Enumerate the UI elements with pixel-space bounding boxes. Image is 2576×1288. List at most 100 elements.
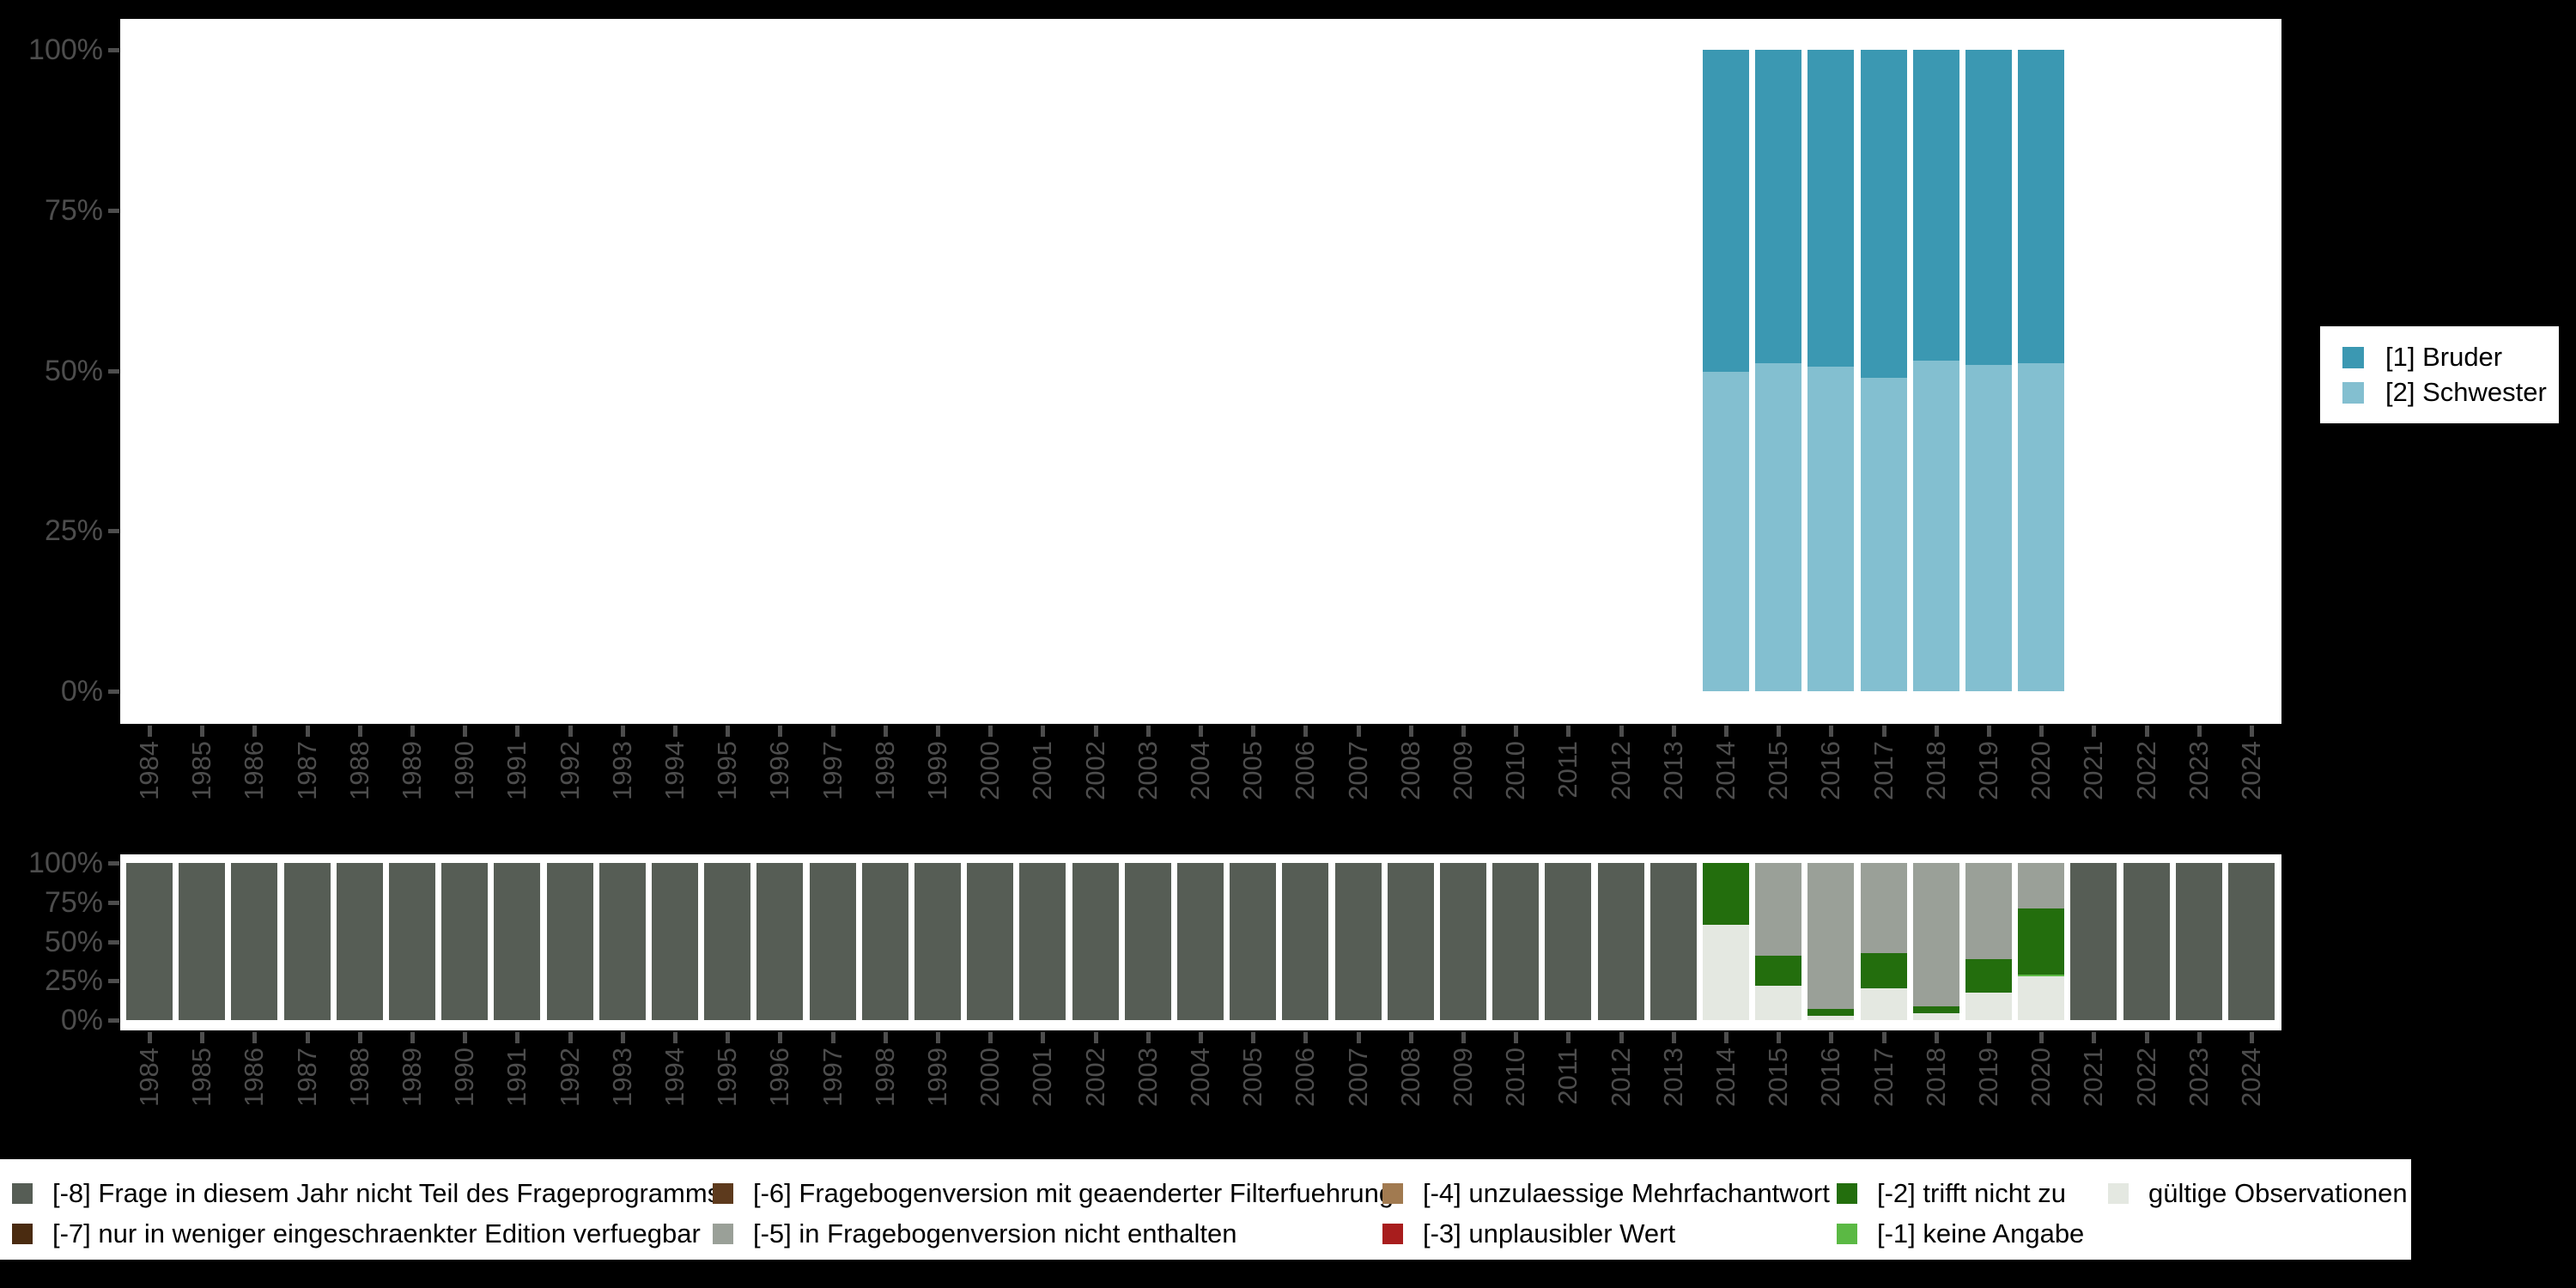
x-axis-tick: [515, 726, 520, 737]
x-axis-tick: [830, 1032, 835, 1043]
x-axis-tick: [988, 726, 993, 737]
year-axis-label: 2009: [1448, 1048, 1478, 1107]
x-axis-tick: [148, 726, 152, 737]
stacked-bar-1994: [652, 863, 698, 1020]
legend-label: [-3] unplausibler Wert: [1423, 1218, 1676, 1249]
x-axis-tick: [463, 1032, 468, 1043]
y-axis-tick: [108, 861, 119, 866]
x-axis-tick: [1251, 726, 1256, 737]
year-axis-label: 2010: [1500, 1048, 1531, 1107]
stacked-bar-1993: [598, 863, 646, 1020]
stacked-bar-2005: [1230, 863, 1277, 1020]
year-axis-label: 2017: [1868, 1048, 1899, 1107]
x-axis-tick: [2039, 726, 2044, 737]
value-labels-legend: [1] Bruder [2] Schwester: [2320, 326, 2559, 423]
y-axis-tick: [108, 690, 119, 694]
bar-segment: [179, 863, 226, 1020]
x-axis-tick: [673, 726, 677, 737]
bar-segment: [1177, 863, 1224, 1020]
year-axis-label: 2003: [1132, 1048, 1163, 1107]
bar-segment: [1387, 863, 1434, 1020]
year-axis-label: 2021: [2078, 741, 2109, 800]
year-axis-label: 2007: [1342, 741, 1373, 800]
year-axis-label: 1986: [239, 1048, 270, 1107]
x-axis-tick: [936, 1032, 940, 1043]
y-axis-tick: [108, 979, 119, 984]
x-axis-tick: [1251, 1032, 1256, 1043]
year-axis-label: 2000: [975, 741, 1005, 800]
legend-swatch: [1382, 1183, 1403, 1204]
x-axis-tick: [463, 726, 468, 737]
year-axis-label: 1984: [134, 1048, 164, 1107]
x-axis-tick: [1461, 1032, 1466, 1043]
x-axis-tick: [2250, 1032, 2254, 1043]
x-axis-tick: [620, 1032, 625, 1043]
stacked-bar-2014: [1703, 50, 1749, 691]
x-axis-tick: [1408, 726, 1413, 737]
bar-segment: [1230, 863, 1277, 1020]
year-axis-label: 2022: [2130, 1048, 2161, 1107]
year-axis-label: 1994: [659, 1048, 690, 1107]
y-axis-tick: [108, 900, 119, 905]
year-axis-label: 2009: [1448, 741, 1478, 800]
bar-segment: [1860, 953, 1907, 989]
stacked-bar-2010: [1492, 863, 1540, 1020]
x-axis-tick: [357, 1032, 362, 1043]
legend-item: [-1] keine Angabe: [1837, 1218, 2084, 1249]
stacked-bar-2019: [1965, 863, 2012, 1020]
year-axis-label: 2024: [2236, 1048, 2266, 1107]
x-axis-tick: [726, 1032, 731, 1043]
bar-segment: [1965, 364, 2012, 691]
bar-segment: [914, 863, 961, 1020]
stacked-bar-1999: [914, 863, 961, 1020]
x-axis-tick: [252, 726, 258, 737]
year-axis-label: 1992: [554, 1048, 585, 1107]
year-axis-label: 1985: [186, 1048, 217, 1107]
bar-segment: [1965, 992, 2012, 1020]
percent-axis-label: 100%: [28, 33, 103, 66]
year-axis-label: 1989: [397, 741, 427, 800]
stacked-bar-1984: [126, 863, 173, 1020]
year-axis-label: 2002: [1079, 1048, 1110, 1107]
x-axis-tick: [1671, 726, 1676, 737]
y-axis-tick: [108, 48, 119, 52]
bar-segment: [1807, 1015, 1855, 1020]
bar-segment: [704, 863, 751, 1020]
year-axis-label: 2018: [1920, 741, 1951, 800]
bar-segment: [1912, 1012, 1959, 1020]
x-axis-tick: [568, 1032, 573, 1043]
bar-segment: [1649, 863, 1697, 1020]
stacked-bar-2018: [1912, 863, 1959, 1020]
year-axis-label: 2015: [1763, 1048, 1794, 1107]
x-axis-tick: [620, 726, 625, 737]
year-axis-label: 1999: [922, 741, 952, 800]
x-axis-tick: [1829, 1032, 1834, 1043]
stacked-bar-1991: [494, 863, 541, 1020]
bar-segment: [1912, 1005, 1959, 1013]
x-axis-tick: [726, 726, 731, 737]
bar-segment: [1124, 863, 1171, 1020]
year-axis-label: 2018: [1920, 1048, 1951, 1107]
stacked-bar-1996: [756, 863, 804, 1020]
stacked-bar-2017: [1860, 863, 1907, 1020]
stacked-bar-2016: [1807, 50, 1855, 691]
bar-segment: [2018, 863, 2065, 909]
bar-segment: [1755, 50, 1802, 364]
x-axis-tick: [1987, 1032, 1991, 1043]
legend-swatch: [713, 1183, 733, 1204]
stacked-bar-1990: [441, 863, 489, 1020]
stacked-bar-2021: [2070, 863, 2117, 1020]
bar-segment: [546, 863, 593, 1020]
stacked-bar-1989: [389, 863, 435, 1020]
year-axis-label: 2017: [1868, 741, 1899, 800]
year-axis-label: 1999: [922, 1048, 952, 1107]
y-axis-tick: [108, 368, 119, 374]
legend-label: [-8] Frage in diesem Jahr nicht Teil des…: [52, 1178, 721, 1208]
x-axis-tick: [1514, 1032, 1519, 1043]
x-axis-tick: [200, 1032, 205, 1043]
year-axis-label: 1995: [712, 1048, 743, 1107]
percent-axis-label: 50%: [44, 925, 103, 958]
bar-segment: [1965, 958, 2012, 993]
stacked-bar-2024: [2228, 863, 2275, 1020]
x-axis-tick: [1199, 1032, 1203, 1043]
